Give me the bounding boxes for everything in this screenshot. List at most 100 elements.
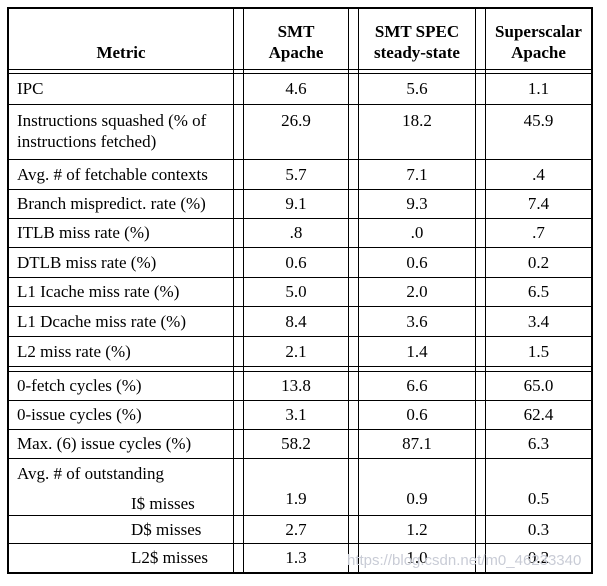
value-cell: 0.2: [486, 247, 591, 277]
value-cell: 65.0: [486, 372, 591, 400]
column-gap: [233, 515, 244, 543]
value-cell: 0.2: [486, 543, 591, 572]
metric-cell: L2$ misses: [9, 543, 233, 572]
value-cell: 13.8: [244, 372, 348, 400]
value-cell: 18.2: [359, 104, 475, 159]
column-gap: [348, 218, 359, 247]
column-gap: [475, 372, 486, 400]
column-gap: [475, 74, 486, 104]
value-cell: 4.6: [244, 74, 348, 104]
double-rule-gap: [359, 366, 475, 372]
column-gap: [233, 372, 244, 400]
metrics-table: Metric SMT Apache SMT SPEC steady-state Sup…: [7, 7, 593, 574]
metric-cell: Max. (6) issue cycles (%): [9, 429, 233, 458]
metric-cell: IPC: [9, 74, 233, 104]
value-cell: 0.5: [486, 458, 591, 515]
column-gap: [233, 429, 244, 458]
column-gap: [233, 74, 244, 104]
double-rule-gap: [359, 69, 475, 74]
value-cell: 0.6: [244, 247, 348, 277]
value-cell: 58.2: [244, 429, 348, 458]
value-cell: 3.4: [486, 306, 591, 336]
column-gap: [233, 159, 244, 189]
column-gap: [475, 277, 486, 306]
column-header-metric: Metric: [9, 9, 233, 69]
column-gap: [348, 9, 359, 69]
column-gap: [233, 543, 244, 572]
column-gap: [475, 458, 486, 515]
metric-cell: L1 Dcache miss rate (%): [9, 306, 233, 336]
column-gap: [475, 543, 486, 572]
metric-cell: Branch mispredict. rate (%): [9, 189, 233, 218]
value-cell: 0.9: [359, 458, 475, 515]
double-rule-gap: [486, 366, 591, 372]
value-cell: 8.4: [244, 306, 348, 336]
value-cell: 1.4: [359, 336, 475, 366]
column-gap: [348, 372, 359, 400]
metric-cell: Avg. # of outstanding I$ misses: [9, 458, 233, 515]
column-gap: [348, 515, 359, 543]
double-rule-gap: [244, 69, 348, 74]
metric-cell: Avg. # of fetchable contexts: [9, 159, 233, 189]
metric-cell: L1 Icache miss rate (%): [9, 277, 233, 306]
value-cell: 6.6: [359, 372, 475, 400]
column-gap: [348, 543, 359, 572]
column-gap: [348, 104, 359, 159]
value-cell: .4: [486, 159, 591, 189]
column-gap: [348, 159, 359, 189]
value-cell: 1.5: [486, 336, 591, 366]
value-cell: 7.4: [486, 189, 591, 218]
column-gap: [233, 306, 244, 336]
column-gap: [233, 400, 244, 429]
double-rule-gap: [486, 69, 591, 74]
value-cell: 7.1: [359, 159, 475, 189]
column-gap: [348, 400, 359, 429]
value-cell: 0.3: [486, 515, 591, 543]
column-gap: [233, 247, 244, 277]
column-gap: [348, 74, 359, 104]
column-gap: [475, 400, 486, 429]
value-cell: 2.0: [359, 277, 475, 306]
value-cell: 3.1: [244, 400, 348, 429]
column-gap: [475, 515, 486, 543]
double-rule-gap: [9, 366, 233, 372]
value-cell: 1.1: [486, 74, 591, 104]
metric-cell: D$ misses: [9, 515, 233, 543]
column-header: Superscalar Apache: [486, 9, 591, 69]
double-rule-gap: [233, 366, 244, 372]
value-cell: 45.9: [486, 104, 591, 159]
metric-cell: DTLB miss rate (%): [9, 247, 233, 277]
metric-cell: Instructions squashed (% of instructions…: [9, 104, 233, 159]
value-cell: .0: [359, 218, 475, 247]
value-cell: 1.3: [244, 543, 348, 572]
double-rule-gap: [244, 366, 348, 372]
metric-cell: 0-fetch cycles (%): [9, 372, 233, 400]
column-gap: [475, 429, 486, 458]
value-cell: 2.1: [244, 336, 348, 366]
value-cell: 5.6: [359, 74, 475, 104]
column-gap: [348, 306, 359, 336]
column-header: SMT SPEC steady-state: [359, 9, 475, 69]
column-gap: [348, 458, 359, 515]
column-gap: [348, 336, 359, 366]
double-rule-gap: [9, 69, 233, 74]
double-rule-gap: [475, 69, 486, 74]
column-gap: [348, 429, 359, 458]
value-cell: 9.3: [359, 189, 475, 218]
double-rule-gap: [475, 366, 486, 372]
value-cell: 6.3: [486, 429, 591, 458]
value-cell: .8: [244, 218, 348, 247]
column-gap: [475, 247, 486, 277]
column-gap: [348, 189, 359, 218]
column-gap: [475, 9, 486, 69]
double-rule-gap: [348, 69, 359, 74]
column-gap: [233, 277, 244, 306]
column-gap: [475, 159, 486, 189]
value-cell: 1.9: [244, 458, 348, 515]
column-gap: [233, 104, 244, 159]
value-cell: 62.4: [486, 400, 591, 429]
column-gap: [233, 458, 244, 515]
column-gap: [233, 336, 244, 366]
value-cell: 5.0: [244, 277, 348, 306]
